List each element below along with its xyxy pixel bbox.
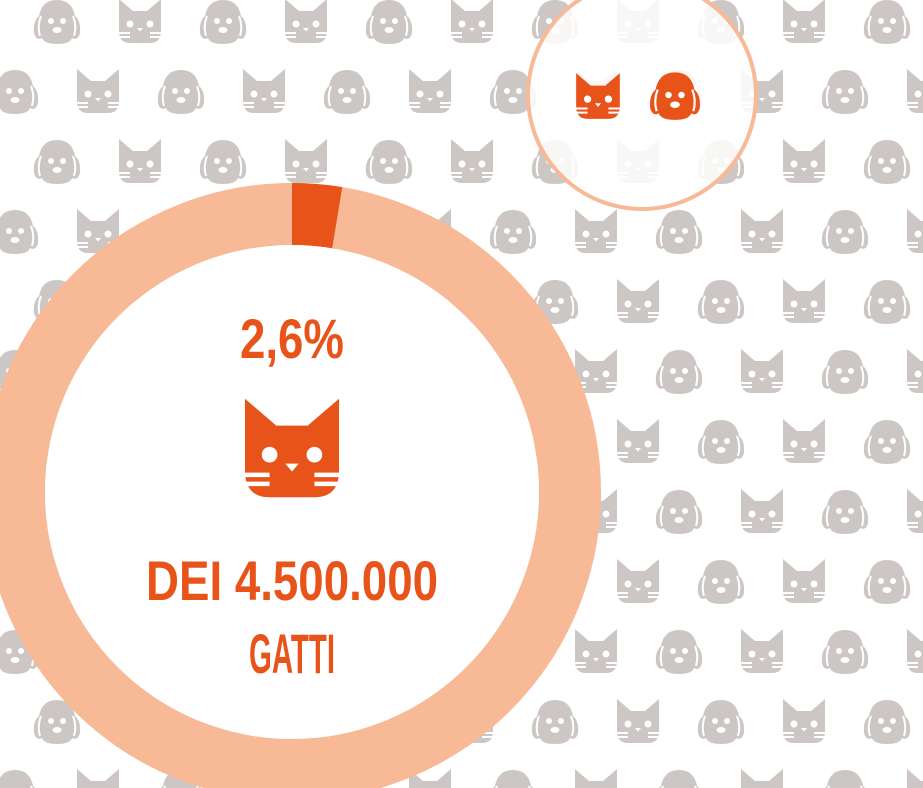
annotation-line: DEI 4.500.000: [146, 549, 438, 612]
annotation-line: GATTI: [249, 622, 335, 685]
magnifier: [526, 0, 758, 211]
donut-segment: [291, 183, 343, 249]
value-label: 2,6%: [240, 307, 344, 370]
